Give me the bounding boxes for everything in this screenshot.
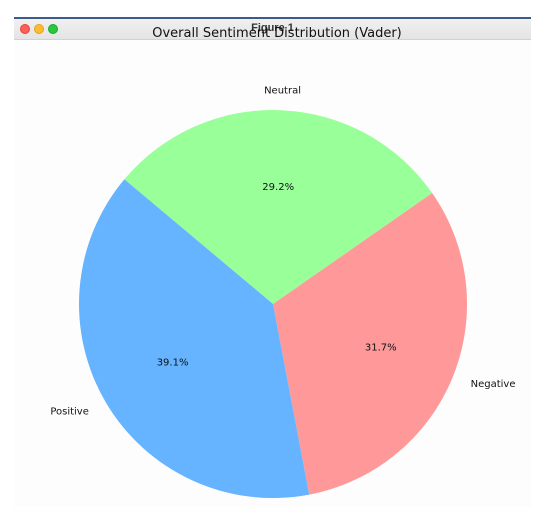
pie-percent-label: 31.7% <box>365 342 397 353</box>
maximize-window-button[interactable] <box>48 24 58 34</box>
pie-slice-positive <box>79 179 310 499</box>
window-titlebar: Figure 1 <box>14 19 531 40</box>
pie-slice-neutral <box>124 110 433 304</box>
close-window-button[interactable] <box>20 24 30 34</box>
pie-category-label: Negative <box>471 379 516 390</box>
window-title: Figure 1 <box>251 22 294 34</box>
pie-percent-label: 29.2% <box>262 182 294 193</box>
pie-slice-negative <box>273 193 467 495</box>
pie-percent-label: 39.1% <box>157 357 189 368</box>
minimize-window-button[interactable] <box>34 24 44 34</box>
chart-title: Overall Sentiment Distribution (Vader) <box>152 26 402 41</box>
pie-category-label: Neutral <box>264 85 301 96</box>
pie-category-label: Positive <box>50 406 89 417</box>
